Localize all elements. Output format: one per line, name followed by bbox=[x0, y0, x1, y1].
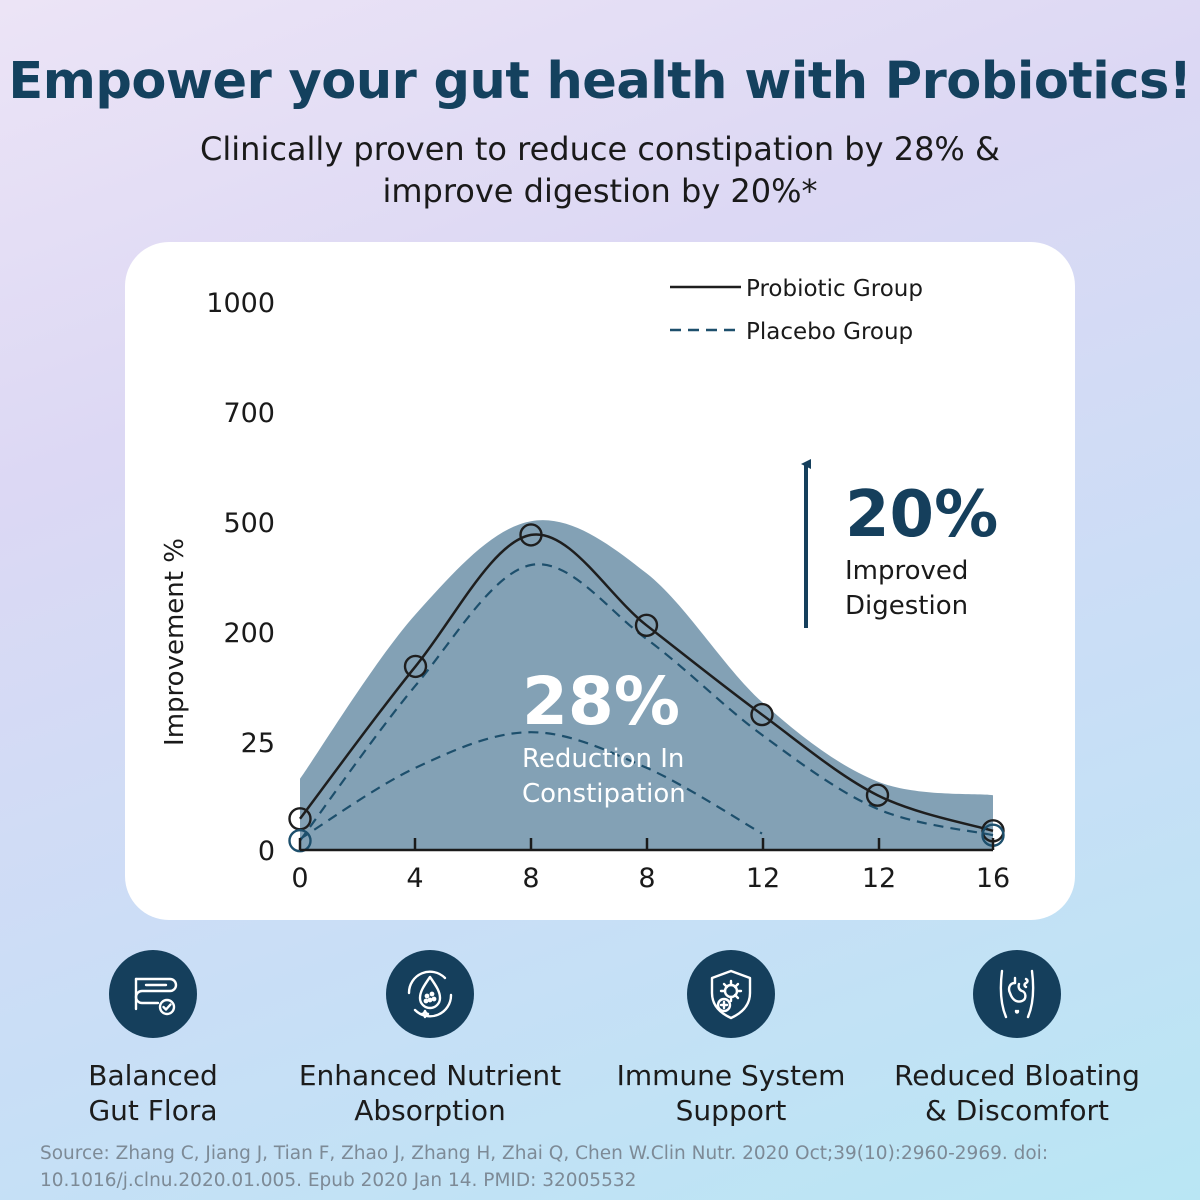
digestion-label: Improved Digestion bbox=[845, 556, 977, 621]
constipation-value: 28% bbox=[522, 663, 680, 740]
series-0-marker-1 bbox=[403, 654, 428, 679]
digestion-value: 20% bbox=[845, 478, 998, 552]
y-tick-label-0: 1000 bbox=[206, 288, 275, 319]
feature-immune-system-support: Immune System Support bbox=[586, 950, 876, 1128]
feature-label: Balanced Gut Flora bbox=[88, 1059, 218, 1127]
series-0-marker-3 bbox=[634, 613, 659, 637]
chart-card: 0 4 8 8 12 12 16 1000 700 500 200 25 0 Improvement %… bbox=[125, 242, 1075, 920]
x-tick-label-5: 12 bbox=[862, 863, 896, 894]
legend-probiotic-label: Probiotic Group bbox=[746, 276, 923, 302]
feature-balanced-gut-flora: Balanced Gut Flora bbox=[8, 950, 298, 1128]
improvement-chart: 0 4 8 8 12 12 16 1000 700 500 200 25 0 Improvement %… bbox=[160, 276, 1010, 894]
axis-layer: 0 4 8 8 12 12 16 1000 700 500 200 25 0 bbox=[206, 288, 1010, 894]
series-0-marker-4 bbox=[750, 702, 774, 727]
intestine-check-icon bbox=[109, 950, 197, 1038]
source-citation: Source: Zhang C, Jiang J, Tian F, Zhao J… bbox=[40, 1143, 1049, 1191]
stomach-icon bbox=[973, 950, 1061, 1038]
y-tick-label-1: 700 bbox=[223, 398, 275, 429]
series-0-marker-2 bbox=[519, 523, 543, 547]
y-tick-label-3: 200 bbox=[223, 618, 275, 649]
y-tick-label-5: 0 bbox=[258, 836, 275, 867]
y-axis-label: Improvement % bbox=[160, 538, 190, 746]
series-line-1 bbox=[299, 563, 994, 842]
series-0-marker-5 bbox=[865, 783, 890, 807]
feature-label: Immune System Support bbox=[616, 1059, 846, 1127]
series-line-2 bbox=[299, 731, 763, 840]
feature-enhanced-nutrient-absorption: Enhanced Nutrient Absorption bbox=[285, 950, 575, 1128]
legend: Probiotic Group Placebo Group bbox=[670, 276, 923, 345]
band-layer bbox=[300, 520, 993, 850]
x-tick-label-6: 16 bbox=[976, 863, 1010, 894]
constipation-label-line2: Constipation bbox=[522, 779, 686, 809]
x-tick-label-0: 0 bbox=[291, 863, 308, 894]
digestion-label-line1: Improved bbox=[845, 556, 968, 586]
y-tick-label-4: 25 bbox=[241, 728, 275, 759]
constipation-label: Reduction In Constipation bbox=[522, 744, 693, 809]
page-title: Empower your gut health with Probiotics! bbox=[8, 52, 1192, 111]
feature-reduced-bloating: Reduced Bloating & Discomfort bbox=[872, 950, 1162, 1128]
page-subtitle: Clinically proven to reduce constipation… bbox=[200, 130, 1000, 210]
x-tick-label-2: 8 bbox=[522, 863, 539, 894]
x-tick-label-3: 8 bbox=[638, 863, 655, 894]
x-tick-label-1: 4 bbox=[406, 863, 423, 894]
feature-label: Reduced Bloating & Discomfort bbox=[894, 1059, 1140, 1127]
shaded-band bbox=[300, 520, 993, 850]
immune-shield-icon bbox=[687, 950, 775, 1038]
y-tick-label-2: 500 bbox=[223, 508, 275, 539]
nutrient-droplet-icon bbox=[386, 950, 474, 1038]
legend-placebo-label: Placebo Group bbox=[746, 319, 913, 345]
feature-label: Enhanced Nutrient Absorption bbox=[298, 1059, 562, 1127]
digestion-label-line2: Digestion bbox=[845, 591, 968, 621]
feature-row: Balanced Gut Flora Enhanced Nutrient Abs… bbox=[0, 950, 1200, 1130]
x-tick-label-4: 12 bbox=[746, 863, 780, 894]
constipation-label-line1: Reduction In bbox=[522, 744, 684, 774]
